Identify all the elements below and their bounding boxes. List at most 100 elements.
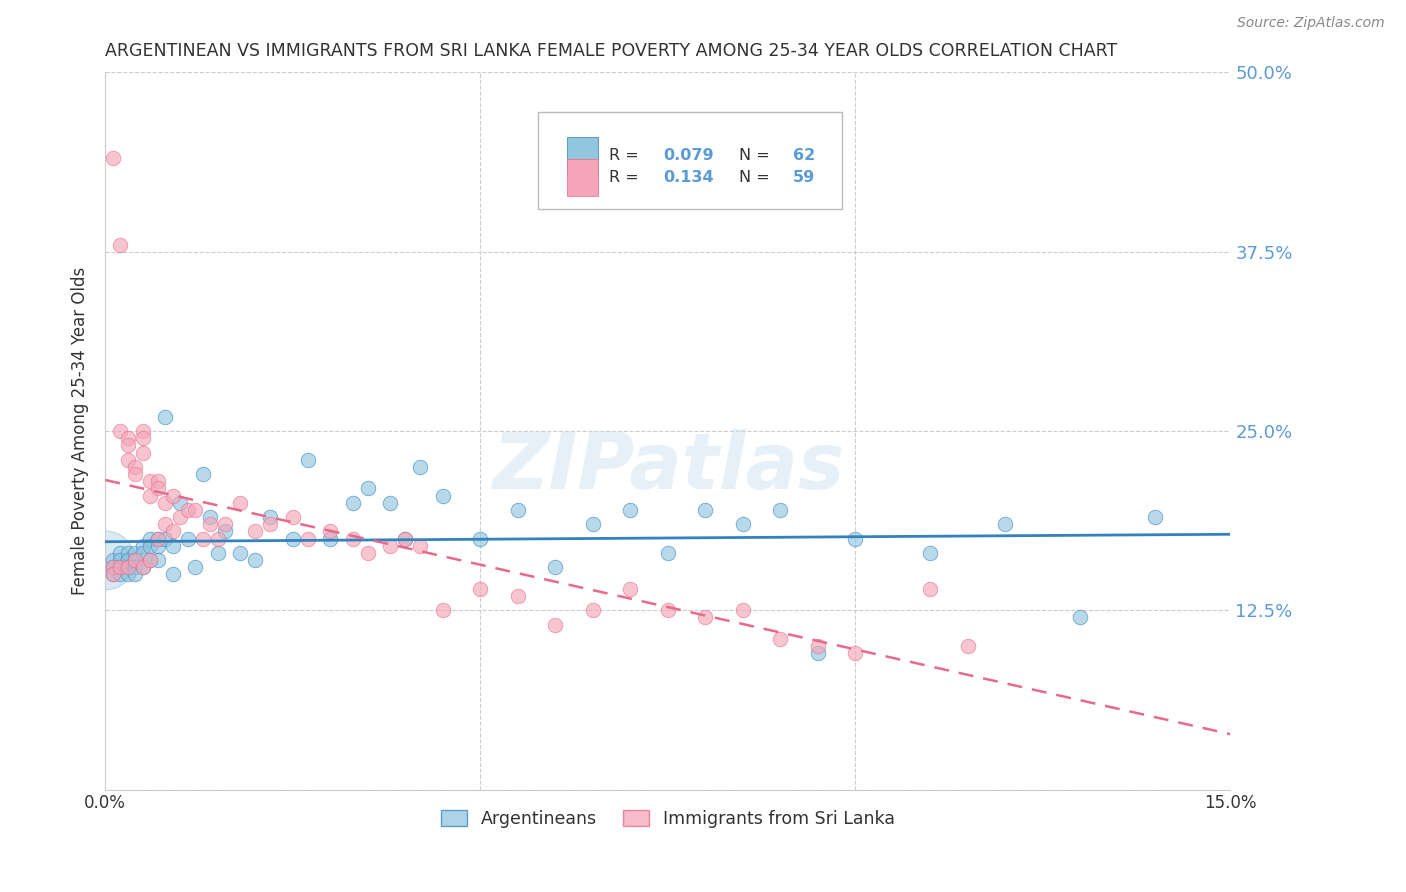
Point [191,532,214,546]
Point [281,510,304,524]
Point [184,560,207,574]
Point [146,474,169,488]
Text: 0.134: 0.134 [664,170,714,185]
Point [162,539,184,553]
Text: Source: ZipAtlas.com: Source: ZipAtlas.com [1237,16,1385,30]
Point [124,553,146,567]
Point [1069,610,1091,624]
Text: R =: R = [609,170,644,185]
Point [357,546,380,560]
Point [155,496,177,510]
Point [139,532,162,546]
Point [807,639,830,653]
Point [769,632,792,646]
Point [956,639,979,653]
Point [920,546,942,560]
Point [110,424,132,438]
Text: 0.079: 0.079 [664,148,714,163]
Point [214,524,236,539]
Point [162,524,184,539]
Point [155,409,177,424]
Point [409,459,432,474]
Point [146,532,169,546]
Point [117,431,139,445]
Point [124,546,146,560]
Point [432,603,454,617]
Point [920,582,942,596]
Point [117,560,139,574]
Y-axis label: Female Poverty Among 25-34 Year Olds: Female Poverty Among 25-34 Year Olds [72,267,89,595]
Point [214,517,236,532]
Point [110,560,132,574]
Point [506,503,529,517]
Point [582,603,605,617]
Point [259,517,281,532]
Point [124,467,146,481]
Legend: Argentineans, Immigrants from Sri Lanka: Argentineans, Immigrants from Sri Lanka [434,803,901,835]
Point [200,510,222,524]
Point [245,553,267,567]
Point [132,546,155,560]
Bar [567,137,598,174]
Point [506,589,529,603]
Point [155,532,177,546]
Text: ARGENTINEAN VS IMMIGRANTS FROM SRI LANKA FEMALE POVERTY AMONG 25-34 YEAR OLDS CO: ARGENTINEAN VS IMMIGRANTS FROM SRI LANKA… [105,42,1118,60]
Point [146,539,169,553]
Point [844,532,866,546]
Point [994,517,1017,532]
Point [394,532,416,546]
Point [619,582,641,596]
Point [132,560,155,574]
Point [342,532,364,546]
Point [432,489,454,503]
Point [229,496,252,510]
Point [110,237,132,252]
Point [342,496,364,510]
Point [146,553,169,567]
Point [110,553,132,567]
Point [132,431,155,445]
Point [117,452,139,467]
Point [191,467,214,481]
Point [124,459,146,474]
Point [207,532,229,546]
Point [319,524,342,539]
Point [124,553,146,567]
Point [319,532,342,546]
Point [297,532,319,546]
Point [101,567,124,582]
Point [101,152,124,166]
Point [297,452,319,467]
Point [1144,510,1167,524]
Point [357,481,380,495]
Point [184,503,207,517]
Point [619,503,641,517]
Point [101,553,124,567]
Point [259,510,281,524]
Point [409,539,432,553]
Point [117,567,139,582]
Point [281,532,304,546]
Point [124,567,146,582]
Point [101,567,124,582]
Point [380,539,402,553]
Point [117,438,139,452]
Point [139,553,162,567]
Point [94,553,117,567]
Text: ZIPatlas: ZIPatlas [492,429,844,505]
Point [470,532,492,546]
Point [110,567,132,582]
Point [110,546,132,560]
Bar [567,159,598,196]
Point [117,546,139,560]
Point [207,546,229,560]
Point [657,546,679,560]
Point [139,489,162,503]
Point [132,424,155,438]
Point [117,553,139,567]
Point [245,524,267,539]
Point [731,517,754,532]
Point [844,646,866,660]
Point [769,503,792,517]
Point [731,603,754,617]
